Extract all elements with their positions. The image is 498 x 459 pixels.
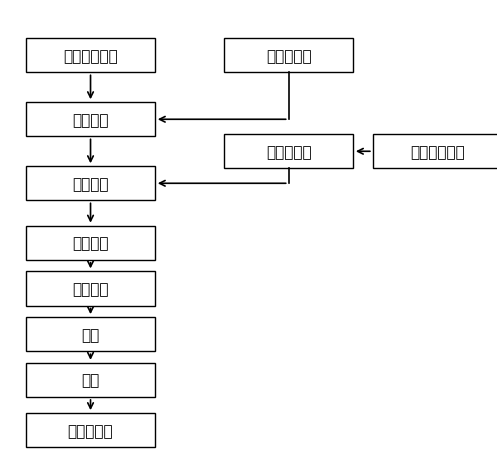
Text: 水冷: 水冷 [81, 373, 100, 387]
Text: 添加发泡剂: 添加发泡剂 [266, 145, 311, 159]
Text: 熔体增粘: 熔体增粘 [72, 112, 109, 128]
FancyBboxPatch shape [26, 167, 155, 201]
FancyBboxPatch shape [373, 135, 498, 169]
Text: 空冷: 空冷 [81, 327, 100, 342]
FancyBboxPatch shape [26, 317, 155, 352]
FancyBboxPatch shape [26, 226, 155, 260]
FancyBboxPatch shape [26, 103, 155, 137]
Text: 搅拌混合: 搅拌混合 [72, 176, 109, 191]
Text: 泡沫铝制品: 泡沫铝制品 [68, 423, 114, 438]
FancyBboxPatch shape [224, 135, 353, 169]
Text: 铝的高温熔化: 铝的高温熔化 [63, 49, 118, 64]
FancyBboxPatch shape [26, 413, 155, 448]
Text: 倒入模具: 倒入模具 [72, 236, 109, 251]
Text: 添加增粘剂: 添加增粘剂 [266, 49, 311, 64]
FancyBboxPatch shape [26, 39, 155, 73]
FancyBboxPatch shape [224, 39, 353, 73]
FancyBboxPatch shape [26, 363, 155, 397]
Text: 发泡剂预处理: 发泡剂预处理 [410, 145, 465, 159]
Text: 保温发泡: 保温发泡 [72, 281, 109, 297]
FancyBboxPatch shape [26, 272, 155, 306]
